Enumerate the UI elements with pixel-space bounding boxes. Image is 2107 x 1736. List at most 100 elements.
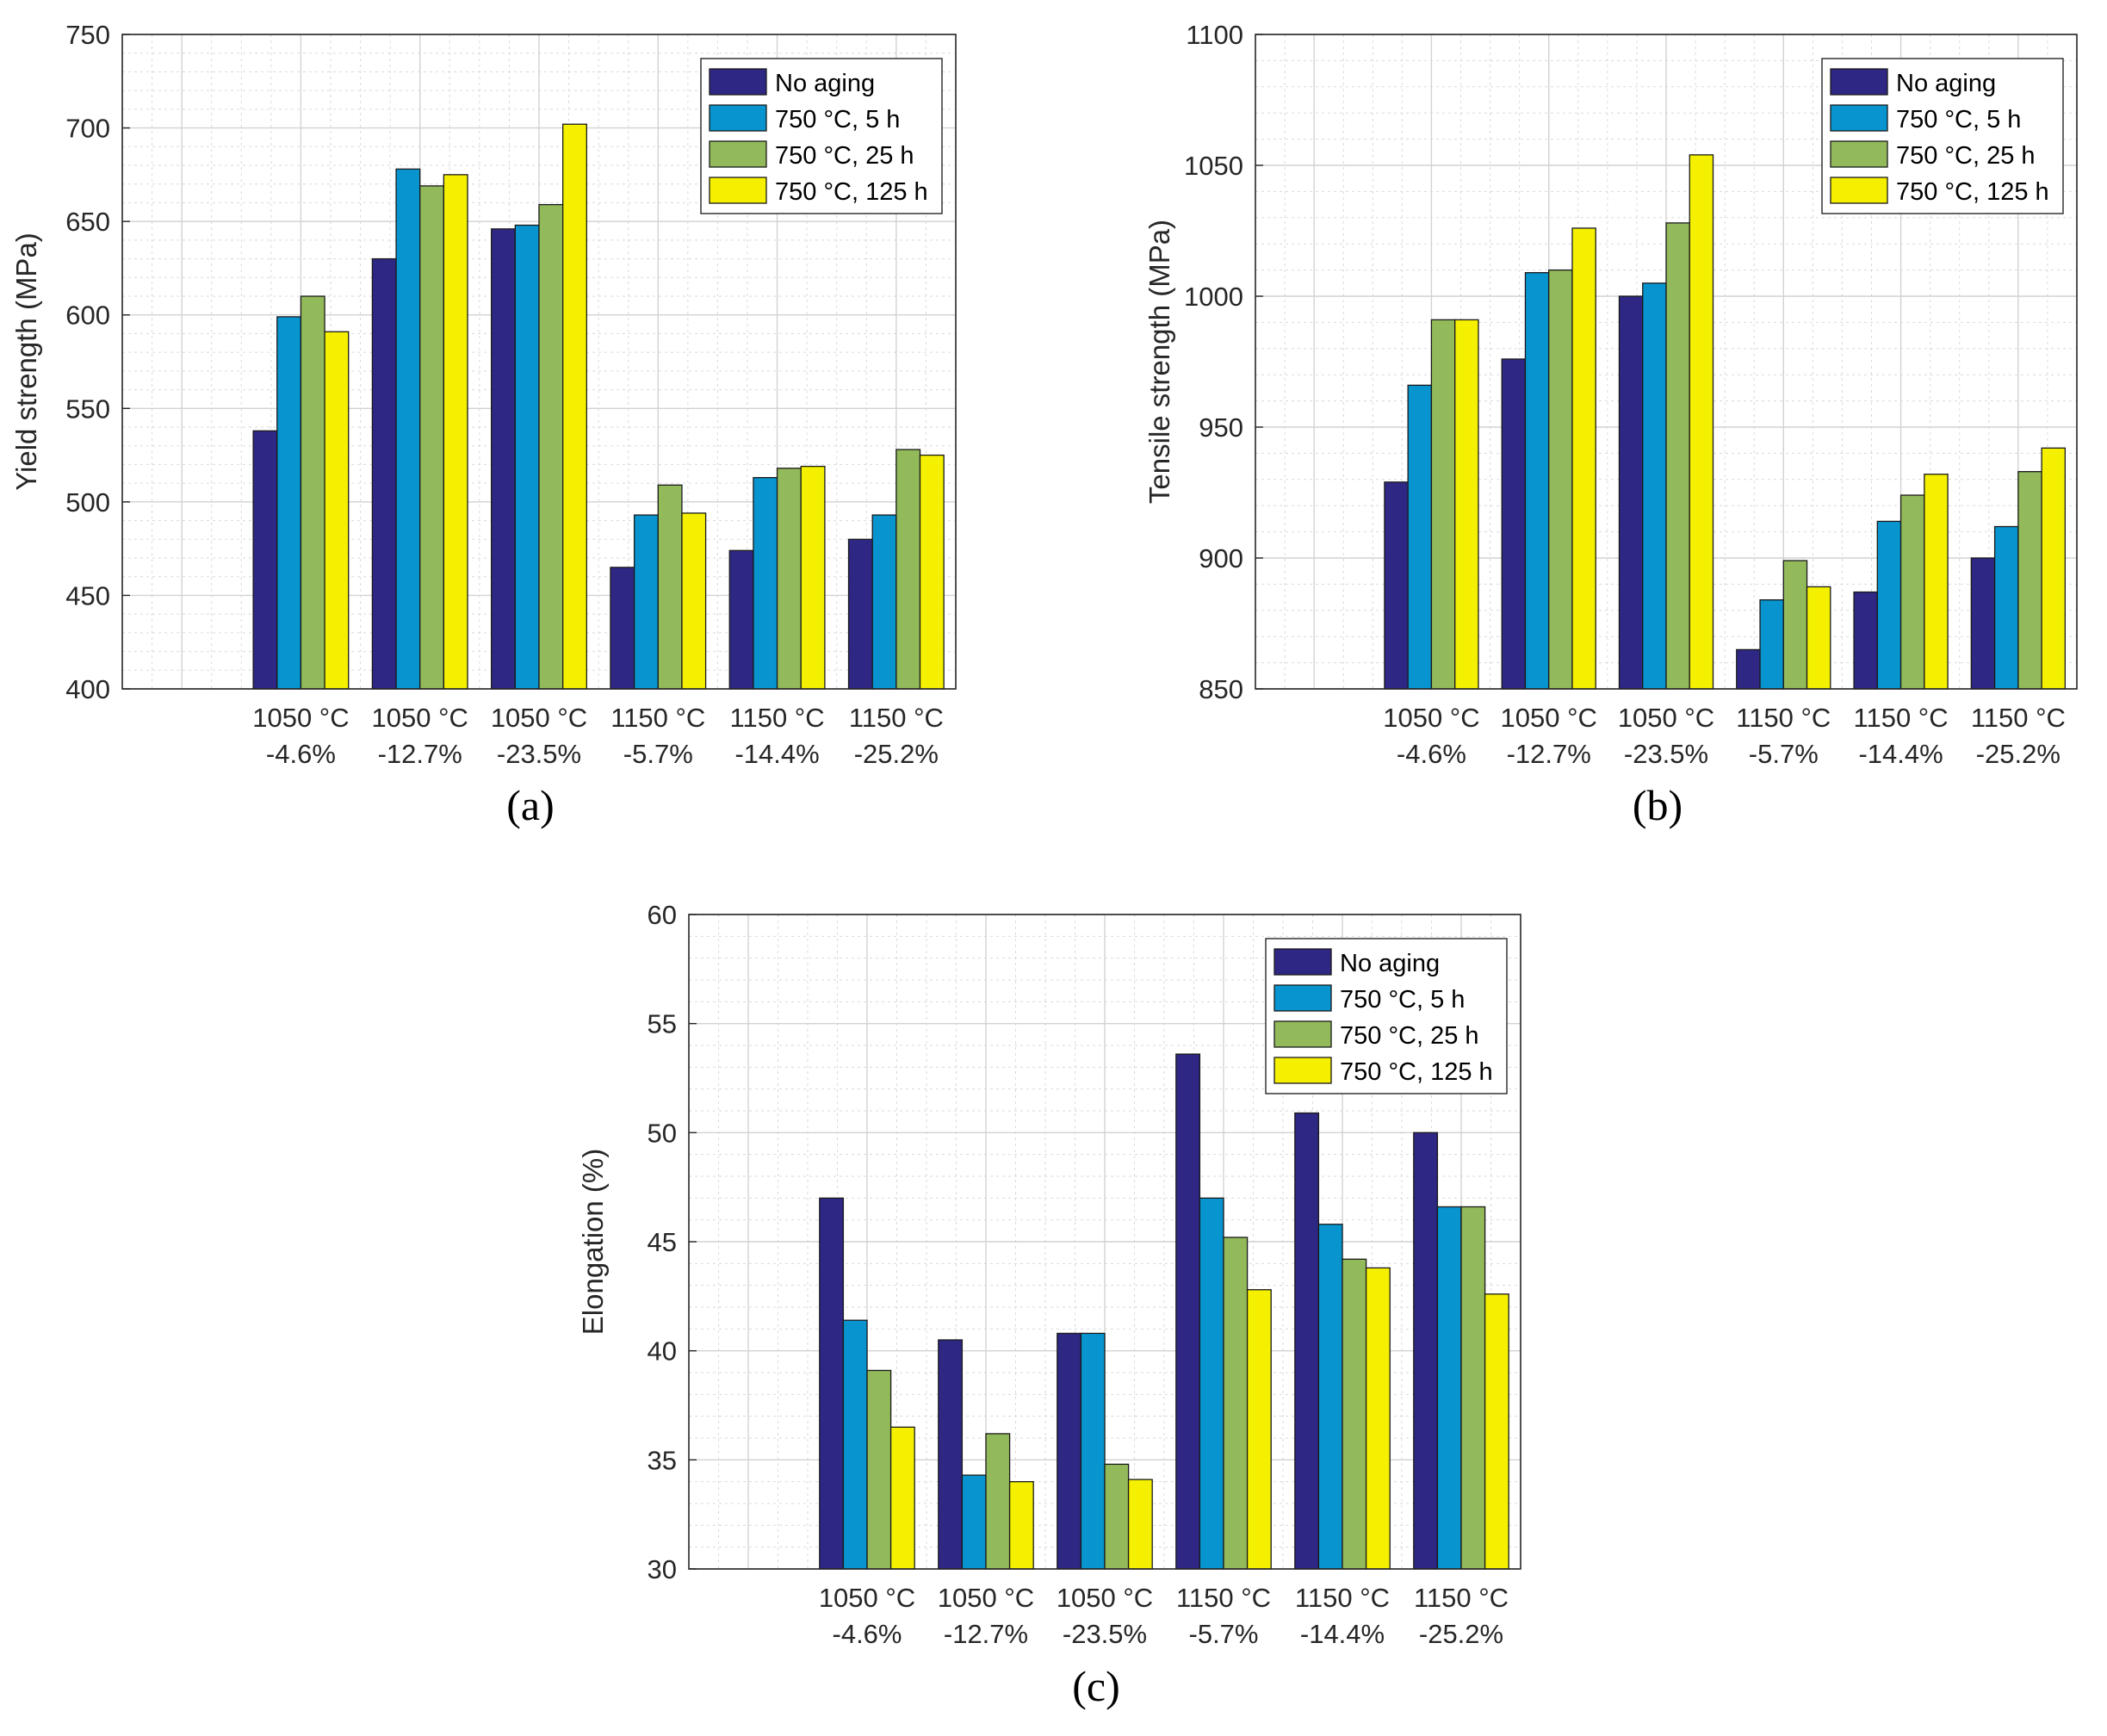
legend-label: 750 °C, 125 h: [1340, 1058, 1493, 1086]
bar-group: [1384, 154, 2067, 690]
x-tick-label: 1150 °C: [1414, 1583, 1509, 1613]
bar: [324, 331, 350, 690]
legend-label: 750 °C, 5 h: [1896, 106, 2021, 133]
x-tick-labels: 1050 °C -4.6% 1050 °C -12.7% 1050 °C -23.5% 11…: [819, 1583, 1509, 1649]
bar: [1665, 222, 1690, 690]
bar: [1524, 271, 1550, 690]
legend-swatch: [1273, 1057, 1332, 1084]
bar: [847, 538, 873, 690]
bar: [1317, 1224, 1343, 1570]
x-tick-label: 1050 °C: [819, 1583, 915, 1613]
x-tick-label: -14.4%: [1300, 1619, 1385, 1649]
bar: [938, 1339, 964, 1570]
bar: [1294, 1112, 1320, 1570]
bar: [1342, 1258, 1367, 1570]
bar: [753, 476, 778, 690]
bar: [633, 514, 659, 690]
y-tick-label: 700: [65, 114, 110, 144]
bar: [2041, 447, 2067, 690]
bar: [1436, 1206, 1462, 1570]
x-tick-label: 1050 °C: [938, 1583, 1034, 1613]
bar: [819, 1197, 845, 1570]
x-tick-label: 1050 °C: [252, 703, 349, 733]
legend-label: No aging: [775, 70, 875, 97]
bar: [895, 449, 921, 690]
bar: [1246, 1289, 1272, 1570]
bar: [252, 430, 278, 690]
legend-swatch: [709, 68, 767, 96]
x-tick-label: -5.7%: [1749, 739, 1819, 769]
x-tick-label: 1050 °C: [1501, 703, 1597, 733]
bar: [728, 549, 754, 690]
legend-swatch: [1830, 140, 1888, 168]
bar: [866, 1369, 892, 1570]
y-tick-label: 1050: [1184, 151, 1243, 181]
x-tick-label: -4.6%: [1397, 739, 1466, 769]
y-tick-label: 950: [1199, 412, 1243, 443]
x-tick-labels: 1050 °C -4.6% 1050 °C -12.7% 1050 °C -23.5% 11…: [1383, 703, 2066, 769]
legend-label: 750 °C, 5 h: [1340, 986, 1465, 1014]
x-tick-label: 1150 °C: [610, 703, 705, 733]
bar: [1782, 560, 1808, 690]
x-tick-label: -23.5%: [1624, 739, 1708, 769]
x-tick-label: 1150 °C: [1736, 703, 1831, 733]
bar: [776, 468, 802, 690]
bar: [961, 1474, 987, 1570]
bar: [871, 514, 897, 690]
bar: [1736, 648, 1761, 690]
bar-group: [819, 1053, 1509, 1570]
y-tick-label: 55: [648, 1009, 677, 1039]
x-tick-label: -25.2%: [1419, 1619, 1503, 1649]
x-tick-label: 1050 °C: [1057, 1583, 1153, 1613]
legend-swatch: [1830, 68, 1888, 96]
bar: [1689, 154, 1714, 690]
legend-swatch: [1830, 104, 1888, 132]
legend-label: 750 °C, 25 h: [775, 142, 914, 170]
bar: [1080, 1332, 1106, 1570]
y-tick-label: 450: [65, 580, 110, 611]
legend-swatch: [1273, 1020, 1332, 1048]
legend-label: 750 °C, 25 h: [1340, 1022, 1479, 1050]
bar: [300, 295, 325, 690]
x-tick-label: -4.6%: [833, 1619, 902, 1649]
legend-label: 750 °C, 5 h: [775, 106, 900, 133]
x-tick-label: -23.5%: [1063, 1619, 1147, 1649]
x-tick-label: 1050 °C: [1618, 703, 1714, 733]
bar: [514, 224, 540, 690]
legend-swatch: [709, 177, 767, 204]
bar: [985, 1433, 1011, 1570]
x-tick-label: -12.7%: [1507, 739, 1591, 769]
legend: No aging 750 °C, 5 h 750 °C, 25 h 750 °C, 1…: [1821, 58, 2064, 214]
bar: [419, 185, 445, 690]
y-tick-label: 600: [65, 301, 110, 331]
x-tick-label: -12.7%: [944, 1619, 1028, 1649]
bar: [1853, 591, 1878, 690]
legend-label: No aging: [1896, 70, 1996, 97]
bar: [1127, 1479, 1153, 1570]
x-tick-label: 1050 °C: [1383, 703, 1479, 733]
y-tick-labels: 850 900 950 1000 1050 1100: [1184, 20, 1263, 704]
y-tick-label: 30: [648, 1554, 677, 1584]
legend-swatch: [709, 140, 767, 168]
bar: [1199, 1197, 1224, 1570]
elongation-chart: 30 35 40 45 50 55 60 1050 °C -4.6% 1050 °C -12.7%…: [577, 900, 1521, 1710]
x-tick-label: -5.7%: [1189, 1619, 1259, 1649]
x-tick-label: 1150 °C: [1176, 1583, 1271, 1613]
y-axis-label: Tensile strength (MPa): [1143, 220, 1175, 504]
y-axis-label: Elongation (%): [577, 1149, 609, 1335]
bar: [1759, 598, 1784, 690]
legend-label: 750 °C, 125 h: [775, 178, 928, 206]
legend-label: 750 °C, 125 h: [1896, 178, 2049, 206]
legend-swatch: [1273, 948, 1332, 976]
y-tick-labels: 30 35 40 45 50 55 60: [648, 900, 697, 1584]
bar: [491, 228, 517, 690]
bar: [1642, 282, 1667, 690]
legend: No aging 750 °C, 5 h 750 °C, 25 h 750 °C, 1…: [1265, 938, 1508, 1094]
x-tick-label: 1050 °C: [491, 703, 587, 733]
panel-label: (c): [1072, 1662, 1120, 1710]
bar: [371, 257, 397, 690]
